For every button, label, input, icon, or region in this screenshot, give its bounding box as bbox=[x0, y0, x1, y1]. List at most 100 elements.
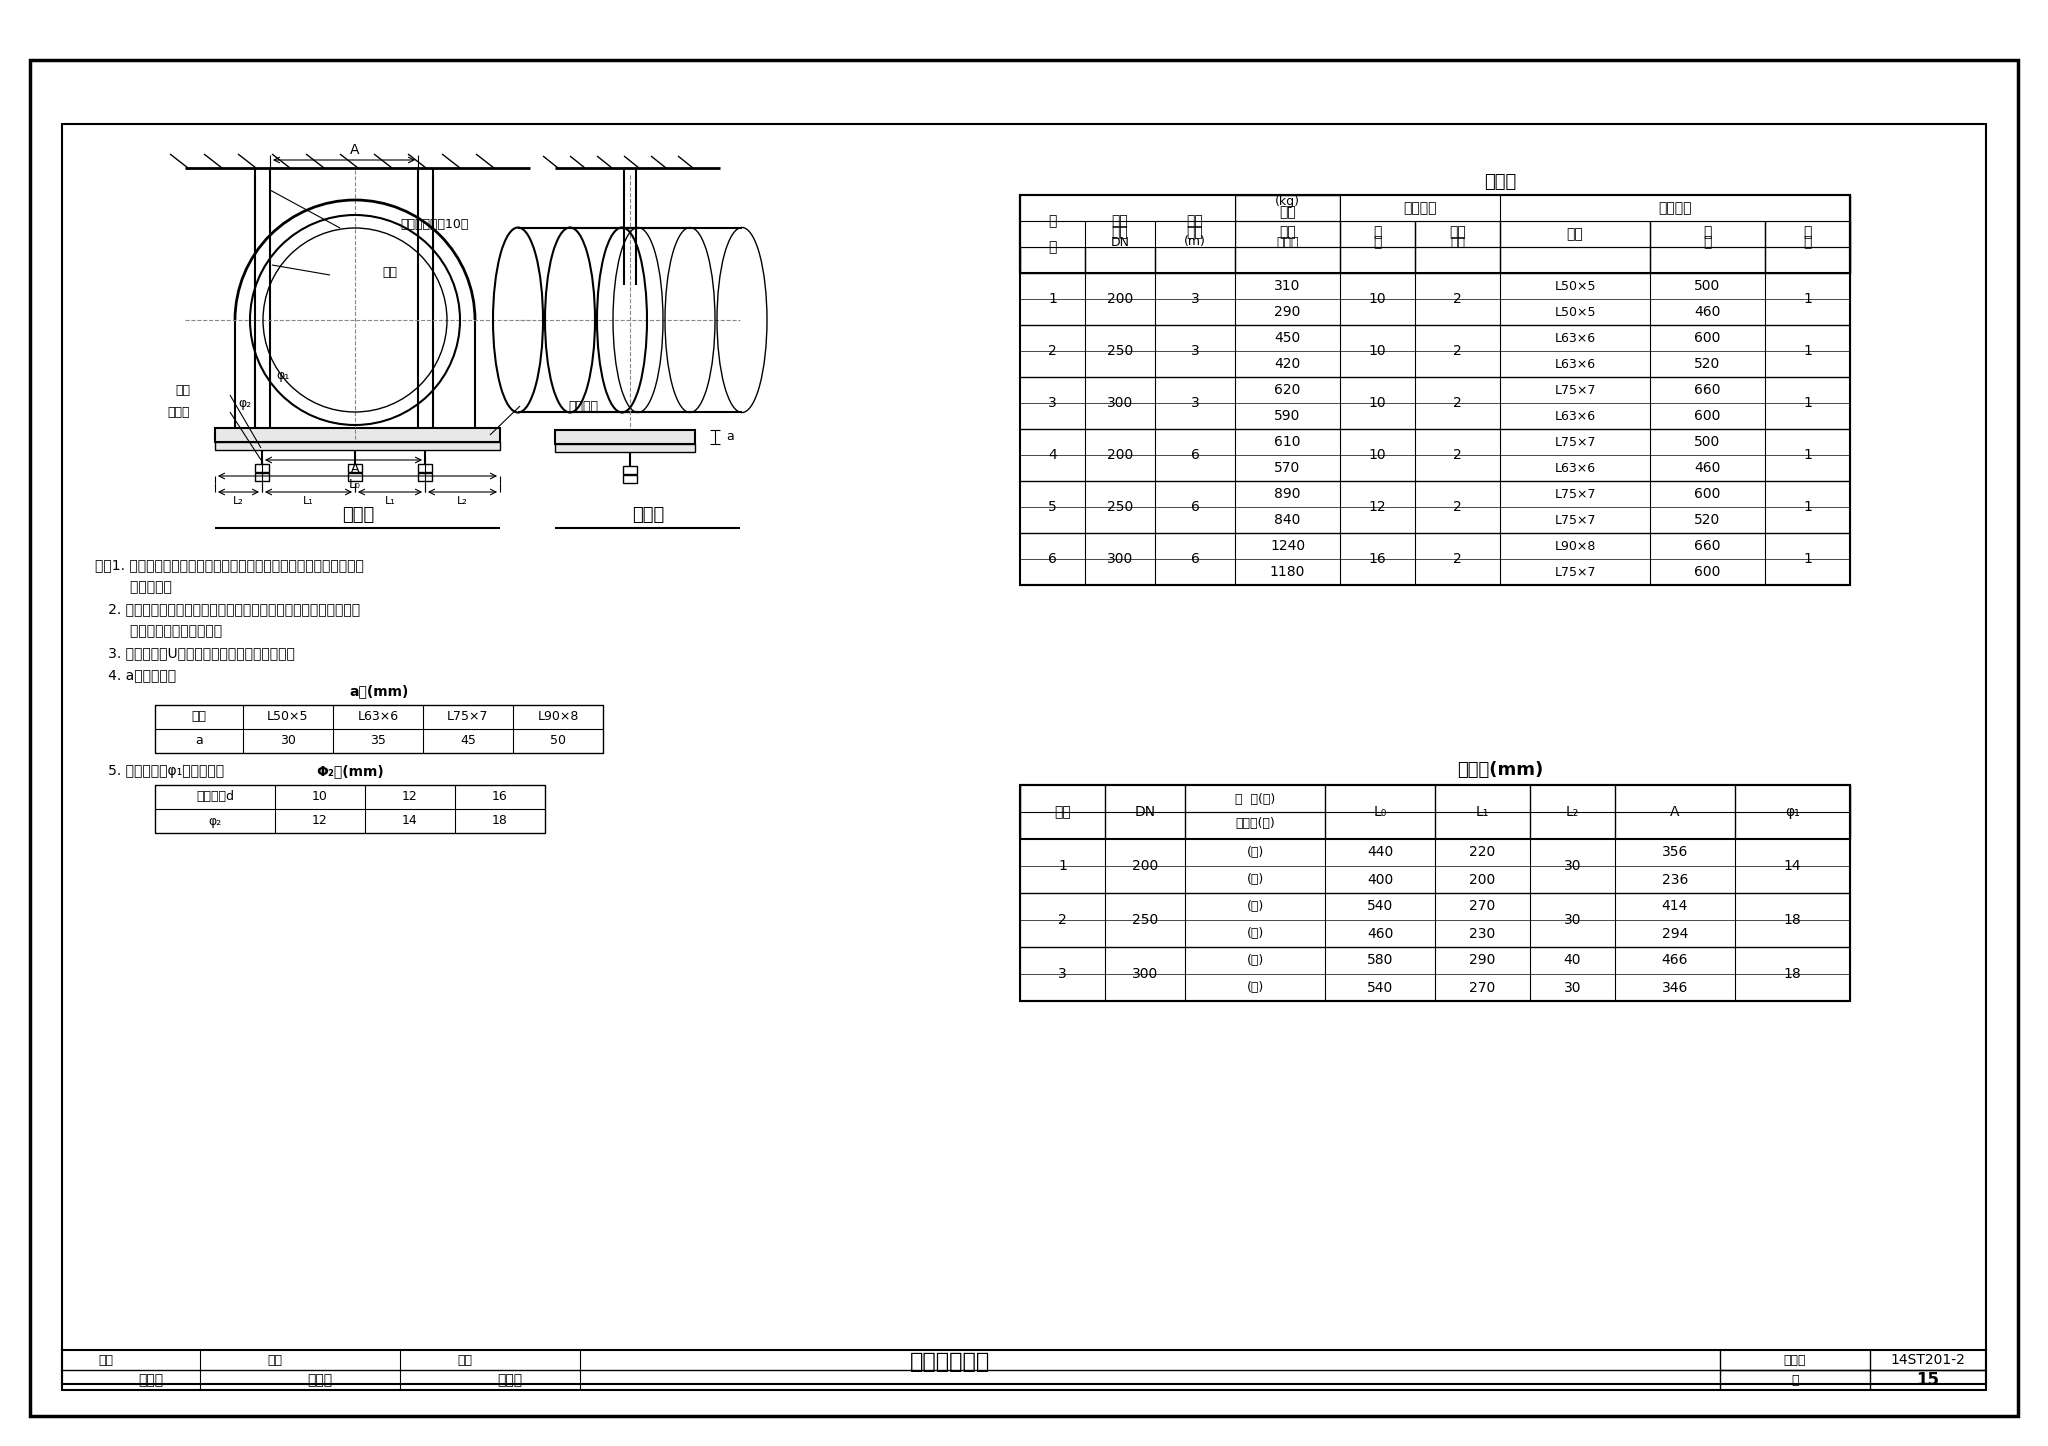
Text: 保  温(一): 保 温(一) bbox=[1235, 792, 1276, 805]
Bar bbox=[348, 473, 362, 482]
Text: 4: 4 bbox=[1049, 448, 1057, 463]
Text: 460: 460 bbox=[1366, 927, 1393, 940]
Text: 300: 300 bbox=[1106, 396, 1133, 411]
Text: 不保温(二): 不保温(二) bbox=[1235, 817, 1274, 830]
Text: 294: 294 bbox=[1661, 927, 1688, 940]
Polygon shape bbox=[1155, 195, 1235, 247]
Text: 1: 1 bbox=[1802, 552, 1812, 565]
Text: 460: 460 bbox=[1694, 461, 1720, 474]
Text: A: A bbox=[350, 143, 360, 158]
Text: 管重: 管重 bbox=[1280, 205, 1296, 218]
Text: 2: 2 bbox=[1454, 500, 1462, 513]
Text: 号: 号 bbox=[1049, 240, 1057, 254]
Text: 250: 250 bbox=[1106, 344, 1133, 359]
Text: (一): (一) bbox=[1247, 954, 1264, 967]
Bar bbox=[215, 428, 500, 442]
Text: 10: 10 bbox=[311, 791, 328, 804]
Text: L75×7: L75×7 bbox=[1554, 513, 1595, 526]
Text: 660: 660 bbox=[1694, 383, 1720, 398]
Text: 1240: 1240 bbox=[1270, 539, 1305, 552]
Text: 500: 500 bbox=[1694, 435, 1720, 450]
Text: 18: 18 bbox=[492, 814, 508, 827]
Text: 450: 450 bbox=[1274, 331, 1300, 346]
Text: 600: 600 bbox=[1694, 565, 1720, 578]
Polygon shape bbox=[1499, 195, 1849, 221]
Text: 件: 件 bbox=[1804, 226, 1812, 239]
Text: 长: 长 bbox=[1704, 226, 1712, 239]
Text: 30: 30 bbox=[1565, 980, 1581, 995]
Text: φ₂: φ₂ bbox=[240, 396, 252, 409]
Text: 1180: 1180 bbox=[1270, 565, 1305, 578]
Text: 角钢: 角钢 bbox=[193, 710, 207, 723]
Text: 毛林恩: 毛林恩 bbox=[498, 1374, 522, 1387]
Text: 840: 840 bbox=[1274, 513, 1300, 526]
Text: φ₁: φ₁ bbox=[276, 369, 289, 382]
Text: a: a bbox=[195, 735, 203, 748]
Text: 2: 2 bbox=[1059, 912, 1067, 927]
Text: a值(mm): a值(mm) bbox=[350, 684, 410, 698]
Text: 250: 250 bbox=[1133, 912, 1157, 927]
Text: 审核: 审核 bbox=[98, 1353, 113, 1366]
Text: 290: 290 bbox=[1468, 953, 1495, 967]
Text: 设计: 设计 bbox=[457, 1353, 473, 1366]
Text: a: a bbox=[727, 431, 733, 444]
Text: 50: 50 bbox=[551, 735, 565, 748]
Text: 2: 2 bbox=[1049, 344, 1057, 359]
Bar bbox=[256, 464, 268, 471]
Text: 2. 如设计的吊架间距或管道配置形式与本图不一致时，应核算支承: 2. 如设计的吊架间距或管道配置形式与本图不一致时，应核算支承 bbox=[94, 602, 360, 616]
Text: 414: 414 bbox=[1661, 899, 1688, 914]
Text: L63×6: L63×6 bbox=[1554, 409, 1595, 422]
Text: 30: 30 bbox=[281, 735, 297, 748]
Text: 270: 270 bbox=[1468, 980, 1495, 995]
Text: 侧面图: 侧面图 bbox=[633, 506, 664, 523]
Text: 420: 420 bbox=[1274, 357, 1300, 372]
Bar bbox=[348, 464, 362, 471]
Text: 垫圈: 垫圈 bbox=[174, 383, 190, 396]
Text: L50×5: L50×5 bbox=[1554, 305, 1595, 318]
Text: 5. 吊杆直径与φ₁值见下表：: 5. 吊杆直径与φ₁值见下表： bbox=[94, 763, 223, 778]
Text: 数: 数 bbox=[1804, 236, 1812, 249]
Bar bbox=[1020, 785, 1849, 839]
Text: 14: 14 bbox=[401, 814, 418, 827]
Bar bbox=[418, 473, 432, 482]
Text: (一): (一) bbox=[1247, 846, 1264, 859]
Text: 2: 2 bbox=[1454, 448, 1462, 463]
Text: 220: 220 bbox=[1468, 846, 1495, 859]
Text: 200: 200 bbox=[1106, 292, 1133, 307]
Text: 15: 15 bbox=[1917, 1371, 1939, 1390]
Text: 30: 30 bbox=[1565, 859, 1581, 873]
Text: L₁: L₁ bbox=[1477, 805, 1489, 818]
Text: 460: 460 bbox=[1694, 305, 1720, 320]
Text: L63×6: L63×6 bbox=[358, 710, 399, 723]
Text: L50×5: L50×5 bbox=[1554, 279, 1595, 292]
Text: 吊架: 吊架 bbox=[1186, 214, 1204, 228]
Text: 10: 10 bbox=[1368, 344, 1386, 359]
Text: 图集号: 图集号 bbox=[1784, 1353, 1806, 1366]
Text: 35: 35 bbox=[371, 735, 385, 748]
Text: 590: 590 bbox=[1274, 409, 1300, 424]
Text: 根部做法见第10页: 根部做法见第10页 bbox=[399, 218, 469, 231]
Text: 径: 径 bbox=[1374, 236, 1382, 249]
Text: 6: 6 bbox=[1049, 552, 1057, 565]
Text: L75×7: L75×7 bbox=[1554, 435, 1595, 448]
Text: L50×5: L50×5 bbox=[266, 710, 309, 723]
Text: (一): (一) bbox=[1247, 899, 1264, 912]
Text: 466: 466 bbox=[1661, 953, 1688, 967]
Text: 3. 所有吊杆、U形卡均为圆钢成品或加工而成。: 3. 所有吊杆、U形卡均为圆钢成品或加工而成。 bbox=[94, 646, 295, 659]
Text: L₀: L₀ bbox=[348, 477, 360, 490]
Polygon shape bbox=[1085, 195, 1155, 247]
Bar bbox=[256, 473, 268, 482]
Text: L75×7: L75×7 bbox=[446, 710, 489, 723]
Bar bbox=[1020, 195, 1849, 586]
Text: 1: 1 bbox=[1802, 500, 1812, 513]
Text: 300: 300 bbox=[1106, 552, 1133, 565]
Text: A: A bbox=[1671, 805, 1679, 818]
Text: 校对: 校对 bbox=[268, 1353, 283, 1366]
Text: 材料表: 材料表 bbox=[1485, 174, 1516, 191]
Text: 6: 6 bbox=[1190, 448, 1200, 463]
Text: 290: 290 bbox=[1274, 305, 1300, 320]
Text: 3: 3 bbox=[1190, 344, 1200, 359]
Text: 双螺母: 双螺母 bbox=[168, 405, 190, 418]
Text: 吊杆: 吊杆 bbox=[383, 266, 397, 279]
Bar bbox=[1020, 195, 1849, 273]
